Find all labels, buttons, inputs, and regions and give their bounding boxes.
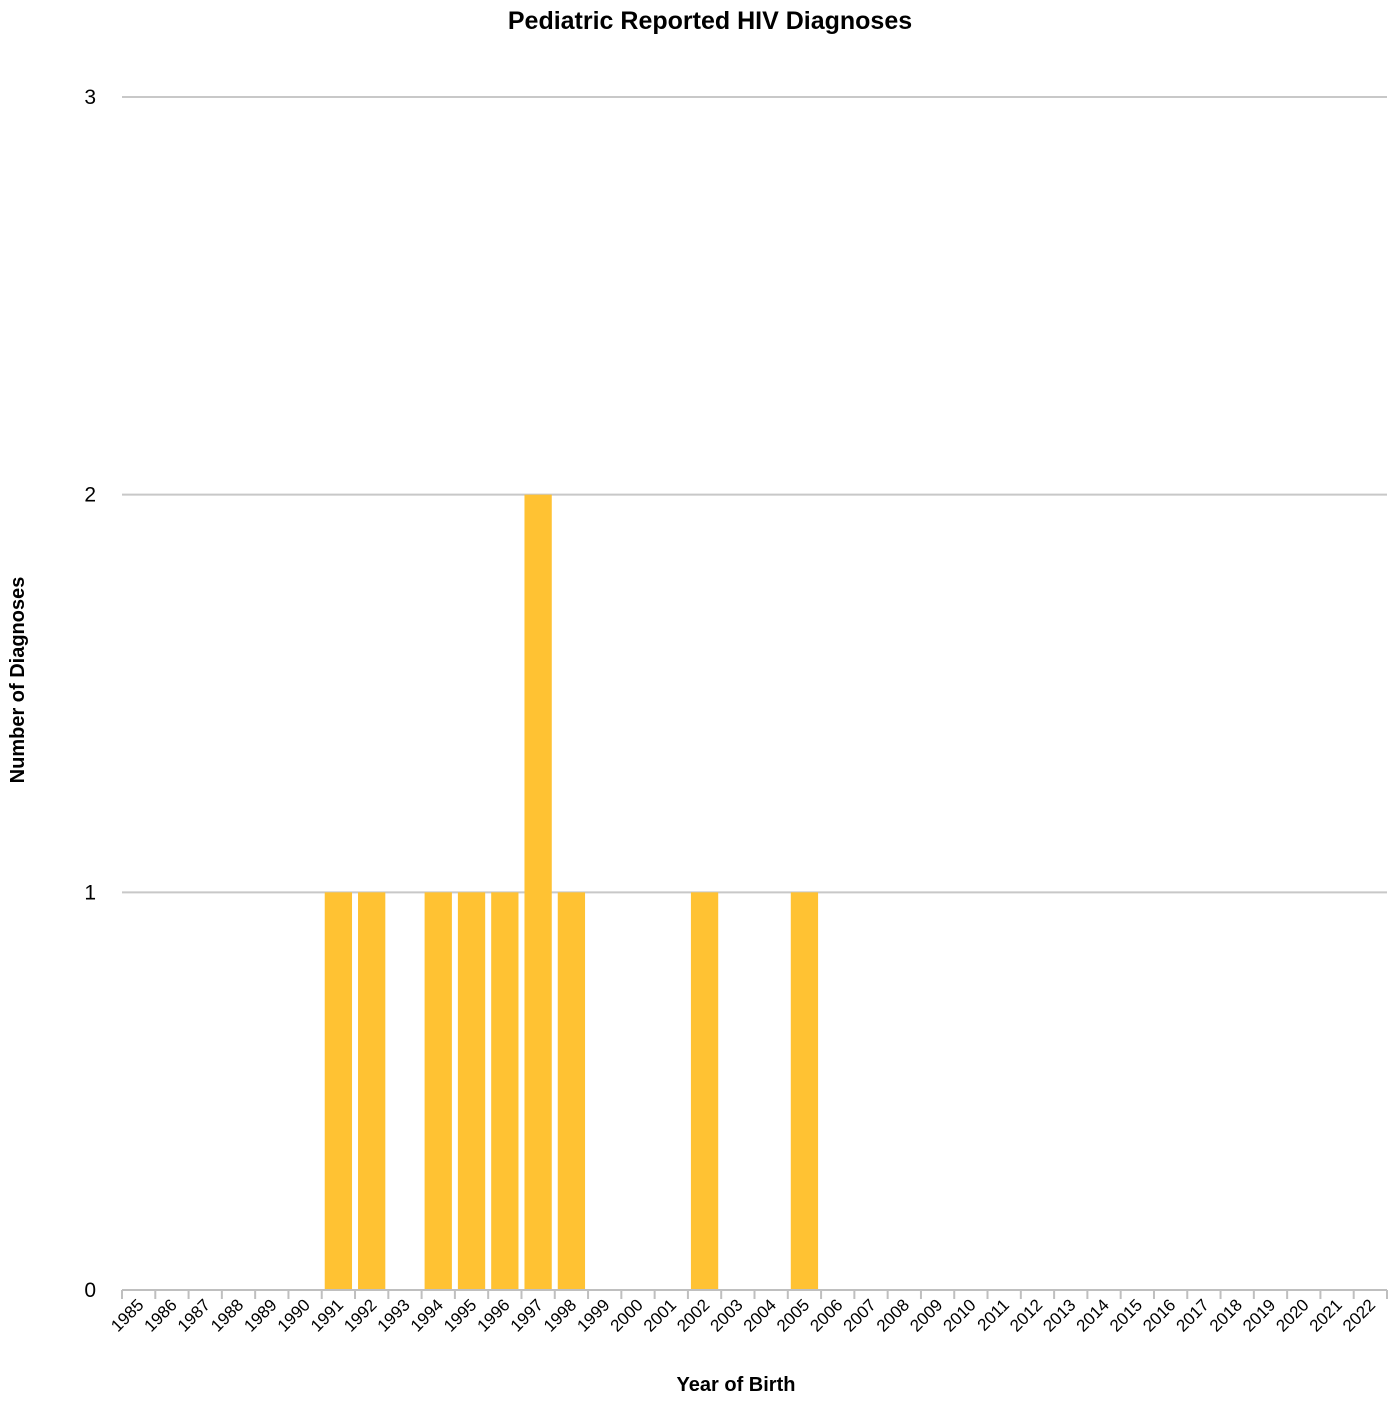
x-axis-title: Year of Birth bbox=[677, 1374, 796, 1396]
x-tick-label: 2001 bbox=[640, 1295, 680, 1335]
x-tick-label: 2017 bbox=[1173, 1295, 1213, 1335]
bars bbox=[324, 494, 819, 1291]
bar-1997 bbox=[524, 494, 552, 1291]
x-tick-label: 2021 bbox=[1306, 1295, 1346, 1335]
x-tick-label: 1999 bbox=[573, 1295, 613, 1335]
x-tick-label: 1996 bbox=[473, 1295, 513, 1335]
x-tick-labels: 1985198619871988198919901991199219931994… bbox=[107, 1295, 1379, 1335]
x-tick-label: 2011 bbox=[974, 1295, 1013, 1334]
x-tick-label: 2005 bbox=[773, 1295, 813, 1335]
bar-1998 bbox=[557, 892, 586, 1290]
bar-1995 bbox=[457, 892, 486, 1290]
gridlines bbox=[122, 96, 1387, 894]
chart-title: Pediatric Reported HIV Diagnoses bbox=[508, 7, 912, 35]
x-tick-label: 2010 bbox=[940, 1295, 980, 1335]
x-tick-label: 2000 bbox=[607, 1295, 647, 1335]
x-tick-label: 1997 bbox=[507, 1295, 547, 1335]
x-tick-label: 1988 bbox=[207, 1295, 247, 1335]
x-tick-label: 2014 bbox=[1073, 1295, 1113, 1335]
x-tick-label: 2002 bbox=[673, 1295, 713, 1335]
x-tick-label: 2019 bbox=[1239, 1295, 1279, 1335]
y-tick-label: 0 bbox=[84, 1279, 96, 1302]
y-tick-label: 3 bbox=[84, 86, 96, 109]
x-tick-label: 1985 bbox=[107, 1295, 147, 1335]
x-tick-label: 1998 bbox=[540, 1295, 580, 1335]
bar-1996 bbox=[491, 892, 519, 1290]
x-tick-label: 2018 bbox=[1206, 1295, 1246, 1335]
x-tick-label: 2012 bbox=[1006, 1295, 1046, 1335]
x-tick-label: 2016 bbox=[1139, 1295, 1179, 1335]
x-tick-label: 1994 bbox=[407, 1295, 447, 1335]
x-axis bbox=[121, 1289, 1388, 1299]
y-tick-label: 2 bbox=[84, 484, 96, 507]
bar-2005 bbox=[790, 892, 819, 1290]
x-tick-label: 1989 bbox=[240, 1295, 280, 1335]
x-tick-label: 2022 bbox=[1339, 1295, 1379, 1335]
x-tick-label: 1986 bbox=[141, 1295, 181, 1335]
y-axis-title: Number of Diagnoses bbox=[7, 577, 29, 784]
bar-1991 bbox=[324, 892, 353, 1290]
x-tick-label: 2008 bbox=[873, 1295, 913, 1335]
x-tick-label: 1992 bbox=[340, 1295, 380, 1335]
x-tick-label: 1995 bbox=[440, 1295, 480, 1335]
bar-2002 bbox=[690, 892, 719, 1290]
x-tick-label: 2009 bbox=[906, 1295, 946, 1335]
x-tick-label: 1993 bbox=[374, 1295, 414, 1335]
x-tick-label: 1991 bbox=[307, 1295, 347, 1335]
x-tick-label: 2020 bbox=[1272, 1295, 1312, 1335]
y-tick-labels: 0 1 2 3 bbox=[84, 86, 96, 1302]
x-tick-label: 1987 bbox=[174, 1295, 214, 1335]
x-tick-label: 2015 bbox=[1106, 1295, 1146, 1335]
bar-1994 bbox=[424, 892, 452, 1290]
y-tick-label: 1 bbox=[84, 881, 96, 904]
x-tick-label: 2004 bbox=[740, 1295, 780, 1335]
x-tick-label: 2013 bbox=[1039, 1295, 1079, 1335]
x-tick-label: 2003 bbox=[707, 1295, 747, 1335]
x-tick-label: 1990 bbox=[274, 1295, 314, 1335]
x-tick-label: 2007 bbox=[840, 1295, 880, 1335]
x-tick-label: 2006 bbox=[806, 1295, 846, 1335]
bar-1992 bbox=[358, 892, 386, 1290]
